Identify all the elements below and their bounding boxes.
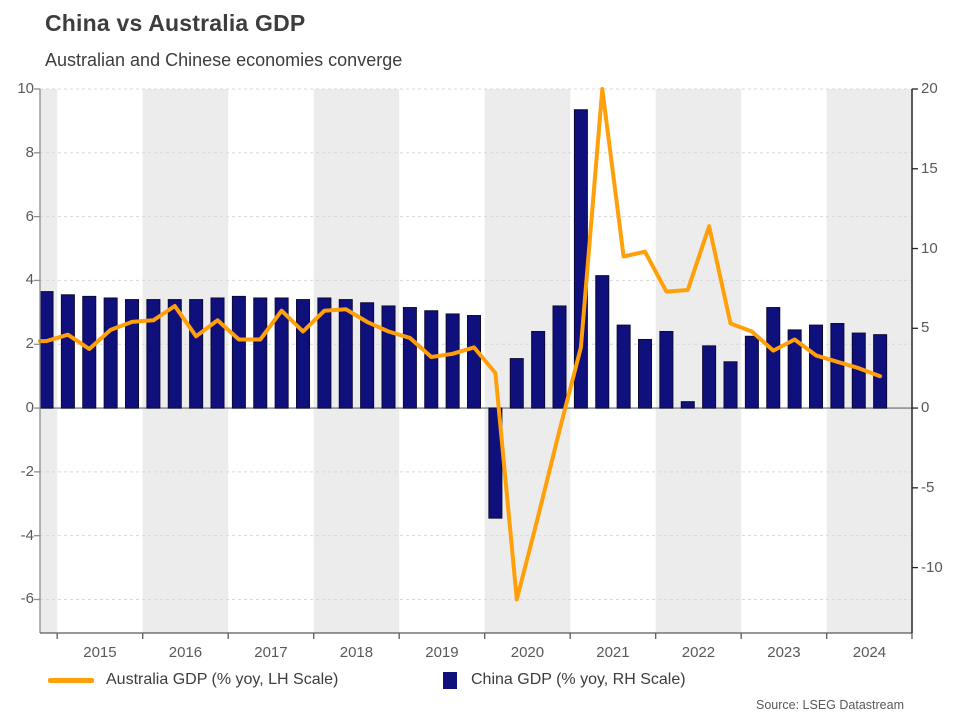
page-subtitle: Australian and Chinese economies converg… — [45, 50, 403, 70]
x-year-label: 2019 — [425, 644, 459, 661]
australia-gdp-line — [38, 87, 883, 602]
china-gdp-bar — [787, 329, 802, 409]
china-gdp-bar — [424, 310, 439, 409]
china-gdp-bar — [638, 338, 653, 409]
china-gdp-bar — [509, 358, 524, 409]
china-gdp-bar — [381, 305, 396, 409]
y-right-tick-label: 20 — [921, 80, 938, 97]
china-gdp-bar — [702, 345, 717, 409]
china-gdp-bar — [39, 291, 54, 409]
china-gdp-bar — [338, 299, 353, 409]
china-gdp-bar — [296, 299, 311, 409]
y-right-tick-label: -5 — [921, 478, 935, 496]
x-year-label: 2022 — [681, 644, 716, 661]
china-gdp-bar — [360, 302, 375, 409]
china-gdp-bar — [766, 307, 781, 409]
source-credit: Source: LSEG Datastream — [756, 698, 904, 712]
china-gdp-bar — [167, 299, 182, 409]
y-right-tick-label: 0 — [921, 399, 930, 417]
china-gdp-bar — [402, 307, 417, 409]
china-gdp-bar — [146, 299, 161, 409]
y-right-tick-label: -10 — [921, 558, 943, 576]
y-left-tick-label: 4 — [25, 271, 34, 289]
x-year-label: 2017 — [254, 644, 288, 661]
china-gdp-bar — [680, 401, 695, 409]
china-gdp-bar — [809, 324, 824, 409]
y-left-tick-label: -4 — [20, 526, 34, 544]
x-year-label: 2023 — [767, 644, 801, 661]
x-year-label: 2024 — [852, 644, 887, 661]
y-right-tick-label: 5 — [921, 319, 930, 337]
x-year-label: 2018 — [339, 644, 374, 661]
y-left-tick-label: 2 — [25, 335, 34, 353]
y-right-tick-label: 15 — [921, 159, 938, 177]
china-gdp-bar — [317, 297, 332, 409]
australia-line-swatch — [48, 677, 94, 683]
china-gdp-bar — [60, 294, 75, 409]
y-left-tick-label: 0 — [25, 399, 34, 417]
x-year-label: 2015 — [83, 644, 117, 661]
x-year-label: 2021 — [596, 644, 630, 661]
page-title: China vs Australia GDP — [45, 10, 306, 36]
y-left-tick-label: -6 — [20, 590, 34, 608]
china-gdp-bar — [744, 335, 759, 409]
y-left-tick-label: -2 — [20, 462, 34, 480]
china-gdp-bar — [103, 297, 118, 409]
y-right-tick-label: 10 — [921, 239, 938, 257]
china-gdp-bar — [488, 407, 503, 519]
x-year-label: 2016 — [168, 644, 203, 661]
china-gdp-bar — [616, 324, 631, 409]
legend-label-australia: Australia GDP (% yoy, LH Scale) — [106, 671, 339, 688]
china-gdp-bar — [231, 295, 246, 409]
china-gdp-bar — [210, 297, 225, 409]
china-gdp-bar — [467, 315, 482, 409]
legend-item-china: China GDP (% yoy, RH Scale) — [443, 671, 686, 689]
china-gdp-bar — [274, 297, 289, 409]
china-gdp-bar — [723, 361, 738, 409]
y-left-tick-label: 6 — [25, 207, 34, 225]
china-gdp-bar — [253, 297, 268, 409]
y-left-tick-label: 10 — [17, 80, 34, 97]
china-gdp-bar — [82, 295, 97, 409]
china-gdp-bar — [659, 330, 674, 409]
china-gdp-bar — [873, 334, 888, 409]
x-year-label: 2020 — [510, 644, 545, 661]
china-gdp-bar — [189, 299, 204, 409]
legend-item-australia: Australia GDP (% yoy, LH Scale) — [48, 671, 338, 689]
china-gdp-bar — [552, 305, 567, 409]
legend-label-china: China GDP (% yoy, RH Scale) — [471, 671, 686, 688]
china-gdp-bar — [531, 330, 546, 409]
china-gdp-bar — [445, 313, 460, 409]
y-left-tick-label: 8 — [25, 143, 34, 161]
china-gdp-bar — [125, 299, 140, 409]
china-bar-swatch — [443, 671, 457, 689]
china-gdp-bar — [595, 275, 610, 409]
china-gdp-bar — [830, 323, 845, 409]
